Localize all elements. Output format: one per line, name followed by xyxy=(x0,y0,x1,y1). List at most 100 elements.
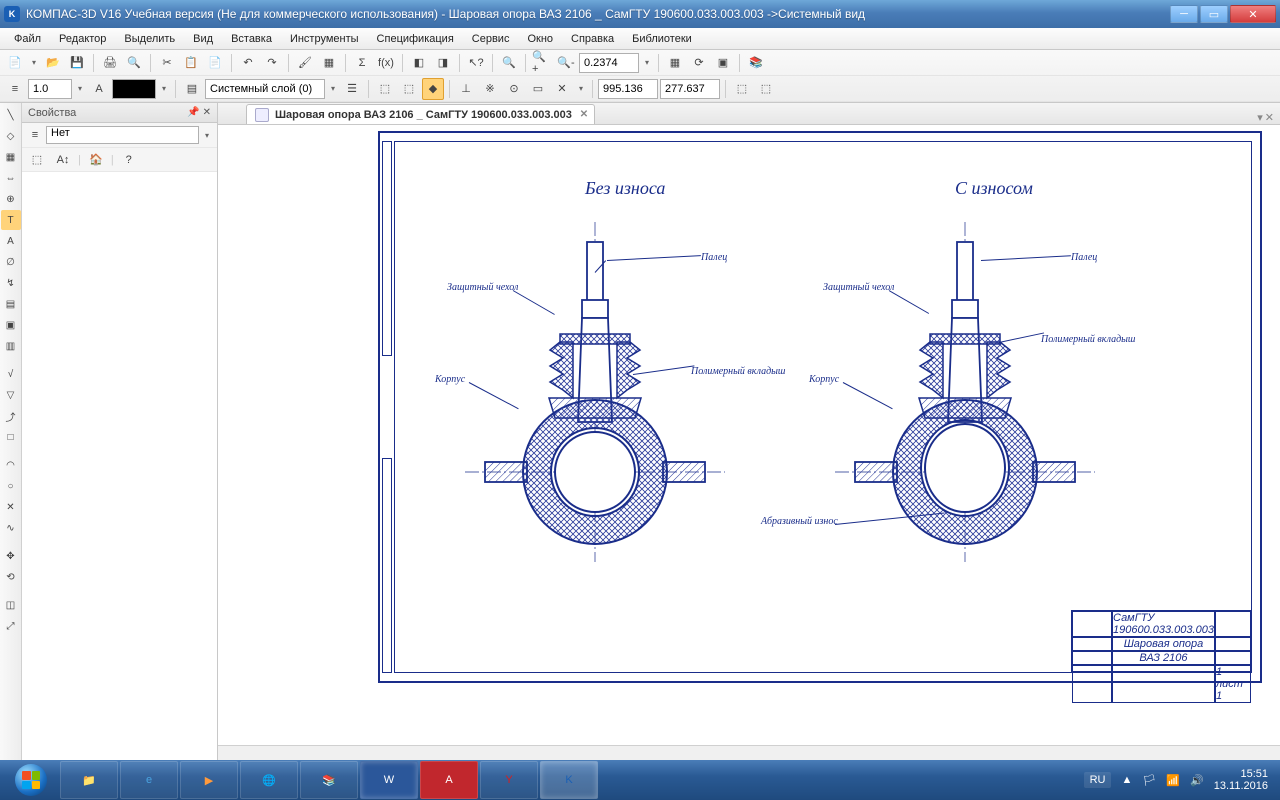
vt-dim2-icon[interactable]: ⊕ xyxy=(1,189,21,209)
brush-icon[interactable]: 🖌 xyxy=(294,52,316,74)
vt-circle-icon[interactable]: ○ xyxy=(1,476,21,496)
task-explorer[interactable]: 📁 xyxy=(60,761,118,799)
layer-mgr-icon[interactable]: ☰ xyxy=(341,78,363,100)
open-button[interactable]: 📂 xyxy=(42,52,64,74)
ortho-icon[interactable]: ⊥ xyxy=(455,78,477,100)
menu-help[interactable]: Справка xyxy=(563,31,622,47)
tray-flag-icon[interactable]: 🏳 xyxy=(1142,774,1156,787)
zoom-out-icon[interactable]: 🔍- xyxy=(555,52,577,74)
tray-vol-icon[interactable]: 🔊 xyxy=(1190,774,1204,787)
document-tab[interactable]: Шаровая опора ВАЗ 2106 _ СамГТУ 190600.0… xyxy=(246,104,595,124)
tab-nav-dropdown[interactable]: ▾ xyxy=(1257,111,1263,124)
pointer-icon[interactable]: ↖? xyxy=(465,52,487,74)
menu-window[interactable]: Окно xyxy=(519,31,561,47)
vt-center-icon[interactable]: ✕ xyxy=(1,497,21,517)
menu-service[interactable]: Сервис xyxy=(464,31,518,47)
new-button[interactable]: 📄 xyxy=(4,52,26,74)
menu-select[interactable]: Выделить xyxy=(116,31,183,47)
save-button[interactable]: 💾 xyxy=(66,52,88,74)
cmd-a-icon[interactable]: ⬚ xyxy=(374,78,396,100)
vt-datum-icon[interactable]: □ xyxy=(1,427,21,447)
copy-button[interactable]: 📋 xyxy=(180,52,202,74)
task-winrar[interactable]: 📚 xyxy=(300,761,358,799)
vt-hatch-icon[interactable]: ▦ xyxy=(1,147,21,167)
print-button[interactable]: 🖨 xyxy=(99,52,121,74)
close-button[interactable]: ✕ xyxy=(1230,5,1276,23)
prop-style-icon[interactable]: ≡ xyxy=(26,126,44,144)
redo-button[interactable]: ↷ xyxy=(261,52,283,74)
minimize-button[interactable]: ─ xyxy=(1170,5,1198,23)
horizontal-scrollbar[interactable] xyxy=(218,745,1280,761)
vt-more-icon[interactable]: ▥ xyxy=(1,336,21,356)
coord-x-field[interactable]: 995.136 xyxy=(598,79,658,99)
prop-b-icon[interactable]: A↕ xyxy=(52,149,74,171)
books-icon[interactable]: 📚 xyxy=(745,52,767,74)
menu-insert[interactable]: Вставка xyxy=(223,31,280,47)
menu-edit[interactable]: Редактор xyxy=(51,31,114,47)
vt-base-icon[interactable]: ▽ xyxy=(1,385,21,405)
region-icon[interactable]: ▣ xyxy=(712,52,734,74)
vt-break-icon[interactable]: ∿ xyxy=(1,518,21,538)
snap-icon[interactable]: ◆ xyxy=(422,78,444,100)
color-field[interactable] xyxy=(112,79,156,99)
vt-dim-icon[interactable]: ⇔ xyxy=(1,168,21,188)
vt-move-icon[interactable]: ✥ xyxy=(1,546,21,566)
menu-file[interactable]: Файл xyxy=(6,31,49,47)
tray-clock[interactable]: 15:51 13.11.2016 xyxy=(1214,768,1268,792)
task-yandex[interactable]: Y xyxy=(480,761,538,799)
zoom-field[interactable]: 0.2374 xyxy=(579,53,639,73)
style-drop-icon[interactable]: ▾ xyxy=(201,131,213,140)
lang-indicator[interactable]: RU xyxy=(1084,772,1112,788)
vt-snap-icon[interactable]: ◇ xyxy=(1,126,21,146)
line-style-icon[interactable]: ≡ xyxy=(4,78,26,100)
vt-block-icon[interactable]: ▣ xyxy=(1,315,21,335)
zoom-window-icon[interactable]: 🔍 xyxy=(498,52,520,74)
menu-libs[interactable]: Библиотеки xyxy=(624,31,700,47)
toggle-a[interactable]: ◧ xyxy=(408,52,430,74)
task-adobe[interactable]: A xyxy=(420,761,478,799)
cmd-b-icon[interactable]: ⬚ xyxy=(398,78,420,100)
end-icon[interactable]: ✕ xyxy=(551,78,573,100)
task-ie[interactable]: e xyxy=(120,761,178,799)
vt-weld-icon[interactable]: ↯ xyxy=(1,273,21,293)
preview-button[interactable]: 🔍 xyxy=(123,52,145,74)
vt-text-icon[interactable]: T xyxy=(1,210,21,230)
layout-a-icon[interactable]: ⬚ xyxy=(731,78,753,100)
menu-spec[interactable]: Спецификация xyxy=(369,31,462,47)
mid-icon[interactable]: ▭ xyxy=(527,78,549,100)
grid-icon[interactable]: ▦ xyxy=(664,52,686,74)
vt-leader-icon[interactable]: ⤴ xyxy=(1,406,21,426)
vt-tol-icon[interactable]: ∅ xyxy=(1,252,21,272)
vt-line-icon[interactable]: ╲ xyxy=(1,105,21,125)
vt-mirror-icon[interactable]: ◫ xyxy=(1,595,21,615)
vt-arc-icon[interactable]: ◠ xyxy=(1,455,21,475)
menu-view[interactable]: Вид xyxy=(185,31,221,47)
pin-icon[interactable]: 📌 ✕ xyxy=(187,107,211,118)
layout-b-icon[interactable]: ⬚ xyxy=(755,78,777,100)
menu-tools[interactable]: Инструменты xyxy=(282,31,367,47)
prop-a-icon[interactable]: ⬚ xyxy=(26,149,48,171)
maximize-button[interactable]: ▭ xyxy=(1200,5,1228,23)
props-icon[interactable]: ▦ xyxy=(318,52,340,74)
vt-rotate-icon[interactable]: ⟲ xyxy=(1,567,21,587)
drawing-canvas[interactable]: Без износа С износом xyxy=(218,125,1280,745)
layer-select[interactable]: Системный слой (0) xyxy=(205,79,325,99)
grid-snap-icon[interactable]: ※ xyxy=(479,78,501,100)
line-weight-field[interactable]: 1.0 xyxy=(28,79,72,99)
start-button[interactable] xyxy=(4,761,58,799)
fx-button[interactable]: f(x) xyxy=(375,52,397,74)
vt-rough-icon[interactable]: √ xyxy=(1,364,21,384)
vt-scale-icon[interactable]: ⤢ xyxy=(1,616,21,636)
tray-net-icon[interactable]: 📶 xyxy=(1166,774,1180,787)
undo-button[interactable]: ↶ xyxy=(237,52,259,74)
prop-help-icon[interactable]: ? xyxy=(118,149,140,171)
vt-symbol-icon[interactable]: A xyxy=(1,231,21,251)
task-chrome[interactable]: 🌐 xyxy=(240,761,298,799)
toggle-b[interactable]: ◨ xyxy=(432,52,454,74)
tray-up-icon[interactable]: ▲ xyxy=(1121,774,1132,786)
auto-icon[interactable]: A xyxy=(88,78,110,100)
task-media[interactable]: ▶ xyxy=(180,761,238,799)
vt-table-icon[interactable]: ▤ xyxy=(1,294,21,314)
tab-nav-close[interactable]: ✕ xyxy=(1265,111,1274,124)
layers-icon[interactable]: ▤ xyxy=(181,78,203,100)
